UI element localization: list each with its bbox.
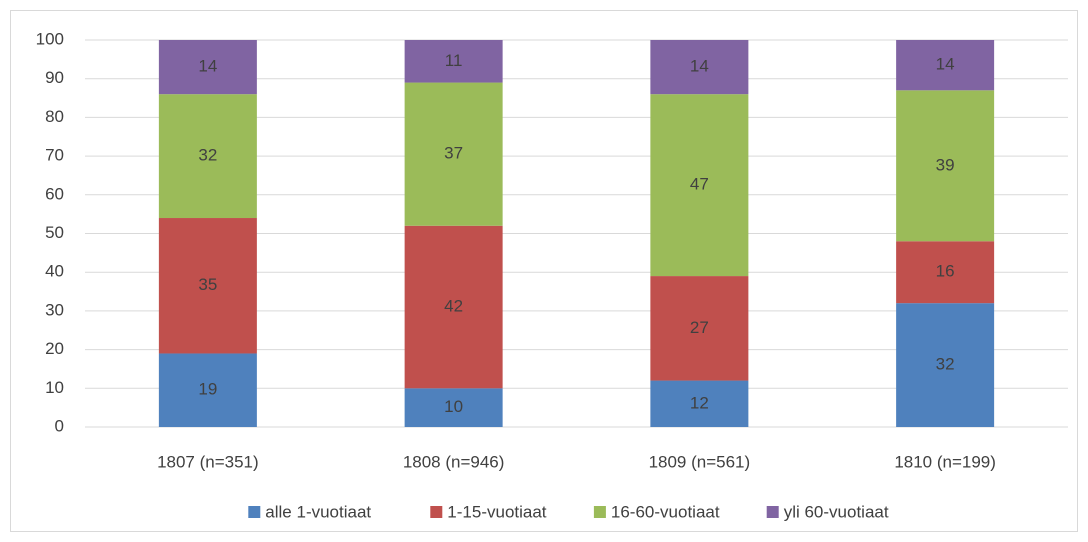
data-label: 27 bbox=[690, 318, 709, 337]
y-tick-label: 70 bbox=[45, 146, 64, 165]
x-tick-label: 1808 (n=946) bbox=[403, 452, 505, 471]
legend-swatch bbox=[430, 506, 443, 518]
bar-segment bbox=[896, 90, 995, 242]
bar-segment bbox=[404, 82, 503, 226]
legend-swatch bbox=[248, 506, 261, 518]
bar-segment bbox=[404, 225, 503, 389]
bar-segment bbox=[896, 303, 995, 427]
bar-segment bbox=[404, 388, 503, 427]
bar-segment bbox=[650, 40, 749, 95]
data-label: 42 bbox=[444, 297, 463, 316]
data-label: 11 bbox=[445, 51, 463, 70]
legend-label: alle 1-vuotiaat bbox=[265, 502, 371, 521]
data-label: 10 bbox=[444, 397, 463, 416]
legend-swatch bbox=[766, 506, 779, 518]
legend-swatch bbox=[593, 506, 606, 518]
y-tick-label: 40 bbox=[45, 262, 64, 281]
data-label: 14 bbox=[198, 57, 217, 76]
legend-label: yli 60-vuotiaat bbox=[784, 502, 889, 521]
y-tick-label: 90 bbox=[45, 68, 64, 87]
data-label: 35 bbox=[198, 275, 217, 294]
y-tick-label: 10 bbox=[45, 378, 64, 397]
y-tick-label: 30 bbox=[45, 300, 64, 319]
bar-segment bbox=[158, 40, 257, 95]
data-label: 32 bbox=[198, 146, 217, 165]
x-tick-label: 1809 (n=561) bbox=[649, 452, 751, 471]
legend-label: 16-60-vuotiaat bbox=[611, 502, 720, 521]
labels: 0 10 20 30 40 50 60 70 80 90 100 1807 (n=351) 19 35 32… bbox=[36, 29, 996, 521]
y-tick-label: 60 bbox=[45, 184, 64, 203]
data-label: 16 bbox=[936, 262, 955, 281]
data-label: 32 bbox=[936, 355, 955, 374]
bar-segment bbox=[896, 241, 995, 304]
x-tick-label: 1807 (n=351) bbox=[157, 452, 259, 471]
data-label: 37 bbox=[444, 144, 463, 163]
data-label: 14 bbox=[690, 57, 709, 76]
bar-segment bbox=[158, 94, 257, 219]
data-label: 39 bbox=[936, 155, 955, 174]
x-tick-label: 1810 (n=199) bbox=[894, 452, 996, 471]
bar-segment bbox=[158, 353, 257, 427]
bar-segment bbox=[650, 276, 749, 381]
data-label: 47 bbox=[690, 175, 709, 194]
data-label: 19 bbox=[198, 380, 217, 399]
legend-label: 1-15-vuotiaat bbox=[447, 502, 547, 521]
bar-segment bbox=[650, 94, 749, 277]
bar-segment bbox=[404, 40, 503, 83]
data-label: 14 bbox=[936, 55, 955, 74]
bar-segment bbox=[650, 380, 749, 427]
bar-segment bbox=[158, 218, 257, 354]
y-tick-label: 80 bbox=[45, 107, 64, 126]
y-tick-label: 20 bbox=[45, 339, 64, 358]
data-label: 12 bbox=[690, 393, 709, 412]
y-tick-label: 50 bbox=[45, 223, 64, 242]
y-tick-label: 100 bbox=[36, 29, 64, 48]
bar-segment bbox=[896, 40, 995, 91]
y-tick-label: 0 bbox=[55, 416, 64, 435]
bars bbox=[158, 40, 995, 427]
